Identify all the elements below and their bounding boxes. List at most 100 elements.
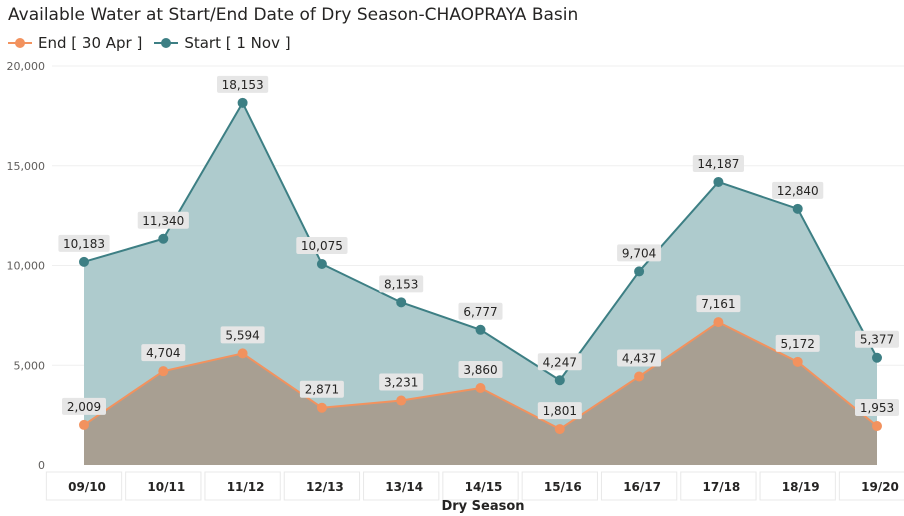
- legend-item-start[interactable]: Start [ 1 Nov ]: [154, 34, 291, 52]
- data-label: 2,871: [305, 383, 339, 397]
- data-label-bg: [137, 211, 189, 229]
- data-label: 9,704: [622, 246, 656, 260]
- data-point-end[interactable]: [158, 366, 169, 377]
- data-label-bg: [855, 399, 899, 417]
- data-point-end[interactable]: [237, 348, 248, 359]
- x-tick-label: 14/15: [465, 480, 503, 494]
- y-axis: 20,000 15,000 10,000 5,000 0: [7, 60, 46, 472]
- data-label-bg: [458, 302, 503, 320]
- y-tick-label: 0: [38, 459, 45, 472]
- data-label: 5,594: [225, 328, 259, 342]
- data-label-bg: [141, 344, 186, 362]
- x-category-box: [125, 471, 202, 501]
- data-point-end[interactable]: [554, 424, 565, 435]
- data-point-start[interactable]: [554, 375, 565, 386]
- legend-marker-end-icon: [8, 37, 32, 49]
- data-label: 4,437: [622, 351, 656, 365]
- data-point-end[interactable]: [316, 402, 327, 413]
- data-label: 12,840: [777, 184, 819, 198]
- data-label: 5,377: [860, 333, 894, 347]
- data-label-bg: [537, 353, 582, 371]
- data-label: 4,247: [543, 355, 577, 369]
- data-label: 10,075: [301, 239, 343, 253]
- data-point-start[interactable]: [158, 233, 169, 244]
- data-label-bg: [692, 154, 744, 172]
- data-label: 18,153: [222, 78, 264, 92]
- x-tick-label: 17/18: [703, 480, 741, 494]
- data-label: 3,860: [463, 363, 497, 377]
- data-label: 2,009: [67, 400, 101, 414]
- x-category-box: [600, 471, 678, 501]
- y-tick-label: 5,000: [14, 359, 46, 372]
- legend-label-start: Start [ 1 Nov ]: [184, 34, 291, 52]
- x-category-box: [680, 471, 757, 501]
- x-tick-label: 13/14: [385, 480, 423, 494]
- data-point-start[interactable]: [237, 97, 248, 108]
- data-label-bg: [775, 334, 820, 352]
- data-label: 1,801: [543, 404, 577, 418]
- x-tick-label: 19/20: [861, 480, 899, 494]
- x-category-box: [838, 471, 904, 501]
- x-tick-label: 10/11: [147, 480, 185, 494]
- data-label: 5,172: [781, 337, 815, 351]
- data-label-bg: [217, 75, 269, 93]
- data-label-bg: [220, 326, 265, 344]
- x-tick-label: 16/17: [623, 480, 661, 494]
- data-point-end[interactable]: [634, 371, 645, 382]
- data-point-end[interactable]: [475, 382, 486, 393]
- x-category-box: [442, 471, 519, 501]
- chart-legend: End [ 30 Apr ] Start [ 1 Nov ]: [8, 34, 291, 52]
- x-category-box: [283, 471, 361, 501]
- x-tick-label: 18/19: [782, 480, 820, 494]
- data-point-start[interactable]: [396, 297, 407, 308]
- data-label-bg: [296, 237, 348, 255]
- x-tick-label: 15/16: [544, 480, 582, 494]
- data-point-start[interactable]: [316, 259, 327, 270]
- data-label: 1,953: [860, 401, 894, 415]
- data-point-start[interactable]: [713, 176, 724, 187]
- x-axis-title: Dry Season: [441, 499, 524, 514]
- data-point-start[interactable]: [872, 352, 882, 363]
- data-point-start[interactable]: [79, 256, 89, 267]
- data-label: 3,231: [384, 376, 418, 390]
- data-label-bg: [696, 295, 741, 313]
- area-series-end: [84, 322, 877, 465]
- y-tick-label: 15,000: [7, 160, 46, 173]
- data-label-bg: [299, 380, 344, 398]
- legend-item-end[interactable]: End [ 30 Apr ]: [8, 34, 142, 52]
- data-point-end[interactable]: [396, 395, 407, 406]
- legend-marker-start-icon: [154, 37, 179, 49]
- data-label: 8,153: [384, 277, 418, 291]
- x-axis: 09/10 10/11 11/12 12/13 13/14 14/15 15/16 16/17…: [45, 471, 904, 501]
- data-label: 7,161: [701, 297, 735, 311]
- x-tick-label: 09/10: [68, 480, 106, 494]
- data-point-start[interactable]: [475, 324, 486, 335]
- y-tick-label: 10,000: [7, 260, 46, 273]
- data-label-bg: [379, 373, 424, 391]
- data-label-bg: [458, 360, 503, 378]
- data-label-bg: [62, 397, 106, 415]
- data-label-bg: [58, 234, 110, 252]
- series-points: [79, 97, 882, 435]
- data-point-start[interactable]: [634, 266, 645, 277]
- x-category-box: [363, 471, 440, 501]
- data-labels: 10,183 11,340 18,153 10,075 8,153 6,777 4,247 9…: [58, 75, 899, 420]
- data-label-bg: [537, 402, 582, 420]
- legend-label-end: End [ 30 Apr ]: [38, 34, 143, 52]
- data-label-bg: [617, 349, 662, 367]
- data-point-end[interactable]: [713, 317, 724, 328]
- data-point-end[interactable]: [872, 421, 882, 432]
- data-label: 10,183: [63, 237, 105, 251]
- y-tick-label: 20,000: [7, 60, 46, 73]
- x-tick-label: 11/12: [227, 480, 265, 494]
- data-point-end[interactable]: [792, 356, 803, 367]
- data-point-end[interactable]: [79, 419, 89, 430]
- x-category-box: [204, 471, 281, 501]
- data-point-start[interactable]: [792, 203, 803, 214]
- data-label: 4,704: [146, 346, 180, 360]
- data-label-bg: [617, 244, 662, 262]
- x-category-box: [521, 471, 598, 501]
- data-label: 11,340: [142, 214, 184, 228]
- series-areas: [84, 102, 877, 465]
